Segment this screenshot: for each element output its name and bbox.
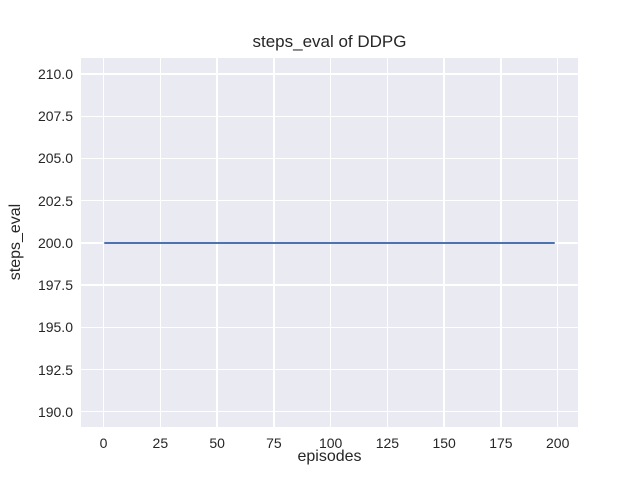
gridline-horizontal [81,284,578,286]
x-tick-label: 175 [489,435,513,451]
x-tick-label: 125 [375,435,400,451]
y-tick-label: 210.0 [37,66,73,83]
gridline-horizontal [81,326,578,329]
chart-title: steps_eval of DDPG [252,32,407,51]
y-tick-label: 195.0 [37,319,73,336]
y-tick-label: 207.5 [37,108,73,125]
y-tick-label: 205.0 [37,150,73,167]
x-tick-label: 200 [545,435,570,451]
data-line [103,241,556,244]
x-tick-label: 100 [318,435,343,451]
x-tick-label: 75 [266,435,282,451]
plot-area [81,58,578,427]
x-tick-label: 25 [152,435,169,451]
gridline-horizontal [81,157,578,160]
y-axis-label: steps_eval [7,203,25,281]
x-tick-label: 150 [432,435,456,451]
x-axis-label: episodes [297,448,362,465]
x-tick-label: 50 [209,435,225,451]
gridline-horizontal [81,73,578,75]
y-tick-label: 197.5 [37,277,73,294]
y-tick-label: 202.5 [37,192,73,209]
y-tick-label: 190.0 [37,403,73,420]
gridline-horizontal [81,368,578,371]
y-tick-label: 200.0 [37,234,73,251]
gridline-horizontal [81,115,578,117]
y-tick-label: 192.5 [37,361,73,378]
x-tick-label: 0 [99,435,108,451]
gridline-horizontal [81,411,578,413]
gridline-horizontal [81,200,578,202]
